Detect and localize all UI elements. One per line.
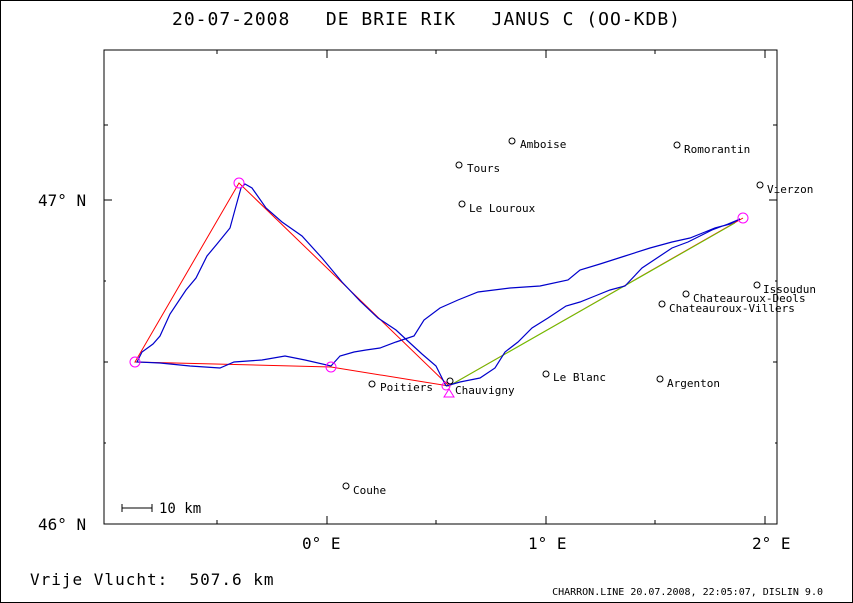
distance-label: Vrije Vlucht: 507.6 km bbox=[30, 570, 275, 589]
turnpoint-marker bbox=[441, 381, 451, 391]
city-dot bbox=[455, 161, 463, 169]
turnpoint-marker bbox=[233, 177, 245, 189]
city-dot bbox=[753, 281, 761, 289]
city-label: Amboise bbox=[520, 138, 566, 151]
lat-label-47: 47° N bbox=[38, 191, 86, 210]
glider-name: JANUS C (OO-KDB) bbox=[491, 9, 681, 30]
turnpoint-marker bbox=[737, 212, 749, 224]
gps-track bbox=[136, 183, 741, 387]
credit-label: CHARRON.LINE 20.07.2008, 22:05:07, DISLI… bbox=[552, 587, 823, 598]
pilot-name: DE BRIE RIK bbox=[325, 9, 457, 30]
turnpoint-marker bbox=[129, 356, 141, 368]
scale-bar-label: 10 km bbox=[159, 501, 201, 517]
city-dot bbox=[656, 375, 664, 383]
city-dot bbox=[446, 377, 454, 385]
city-label: Vierzon bbox=[767, 183, 813, 196]
city-label: Argenton bbox=[667, 377, 720, 390]
city-dot bbox=[673, 141, 681, 149]
city-dot bbox=[542, 370, 550, 378]
lat-label-46: 46° N bbox=[38, 515, 86, 534]
city-label: Romorantin bbox=[684, 143, 750, 156]
map-frame bbox=[103, 49, 778, 525]
city-dot bbox=[756, 181, 764, 189]
city-label: Couhe bbox=[353, 484, 386, 497]
city-label: Le Louroux bbox=[469, 202, 536, 215]
city-dot bbox=[682, 290, 690, 298]
city-label: Poitiers bbox=[380, 381, 433, 394]
start-triangle-icon bbox=[443, 388, 455, 398]
city-markers bbox=[342, 137, 764, 490]
city-dot bbox=[368, 380, 376, 388]
axis-ticks bbox=[104, 50, 777, 525]
lon-label-0: 0° E bbox=[302, 534, 341, 553]
turnpoint-marker bbox=[325, 361, 337, 373]
flight-title: 20-07-2008 DE BRIE RIK JANUS C (OO-KDB) bbox=[0, 9, 853, 30]
final-leg-line bbox=[448, 222, 736, 387]
city-label: Chauvigny bbox=[455, 384, 515, 397]
city-dot bbox=[658, 300, 666, 308]
city-label: Chateauroux-Villers bbox=[669, 302, 795, 315]
lon-label-2: 2° E bbox=[752, 534, 791, 553]
city-label: Issoudun bbox=[763, 283, 816, 296]
city-labels: Amboise Romorantin Tours Vierzon Le Lour… bbox=[353, 138, 816, 497]
turnpoint-markers bbox=[129, 177, 749, 398]
city-dot bbox=[458, 200, 466, 208]
city-dot bbox=[508, 137, 516, 145]
city-label: Chateauroux-Deols bbox=[693, 292, 806, 305]
city-dot bbox=[342, 482, 350, 490]
city-label: Le Blanc bbox=[553, 371, 606, 384]
lon-label-1: 1° E bbox=[528, 534, 567, 553]
city-label: Tours bbox=[467, 162, 500, 175]
scale-bar bbox=[121, 504, 153, 512]
flight-date: 20-07-2008 bbox=[171, 9, 291, 30]
task-lines bbox=[134, 182, 744, 387]
